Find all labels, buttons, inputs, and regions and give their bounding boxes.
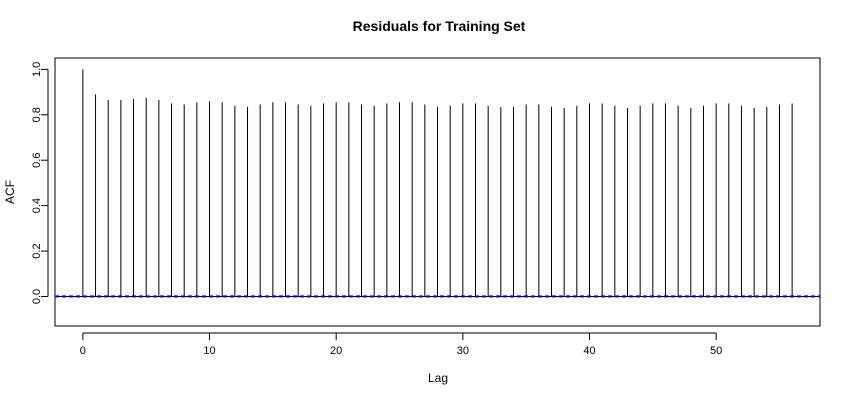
x-tick-label: 50: [710, 345, 722, 357]
acf-bars: [82, 69, 793, 297]
plot-frame: [54, 57, 821, 327]
x-axis-label: Lag: [428, 371, 448, 385]
y-axis-label: ACF: [3, 180, 17, 204]
x-tick-label: 20: [330, 345, 342, 357]
y-tick-label: 0.0: [31, 289, 43, 304]
y-tick-label: 0.6: [31, 153, 43, 168]
x-tick-label: 30: [457, 345, 469, 357]
y-tick-label: 0.8: [31, 107, 43, 122]
x-tick-label: 0: [80, 345, 86, 357]
y-tick-label: 1.0: [31, 62, 43, 77]
x-tick-label: 10: [203, 345, 215, 357]
y-axis: 0.0 0.2 0.4 0.6 0.8 1.0: [31, 62, 49, 304]
y-tick-label: 0.2: [31, 243, 43, 258]
chart-title: Residuals for Training Set: [353, 18, 526, 34]
x-tick-label: 40: [583, 345, 595, 357]
y-tick-label: 0.4: [31, 198, 43, 213]
x-axis: 0 10 20 30 40 50: [80, 332, 722, 357]
reference-lines: [55, 295, 820, 298]
